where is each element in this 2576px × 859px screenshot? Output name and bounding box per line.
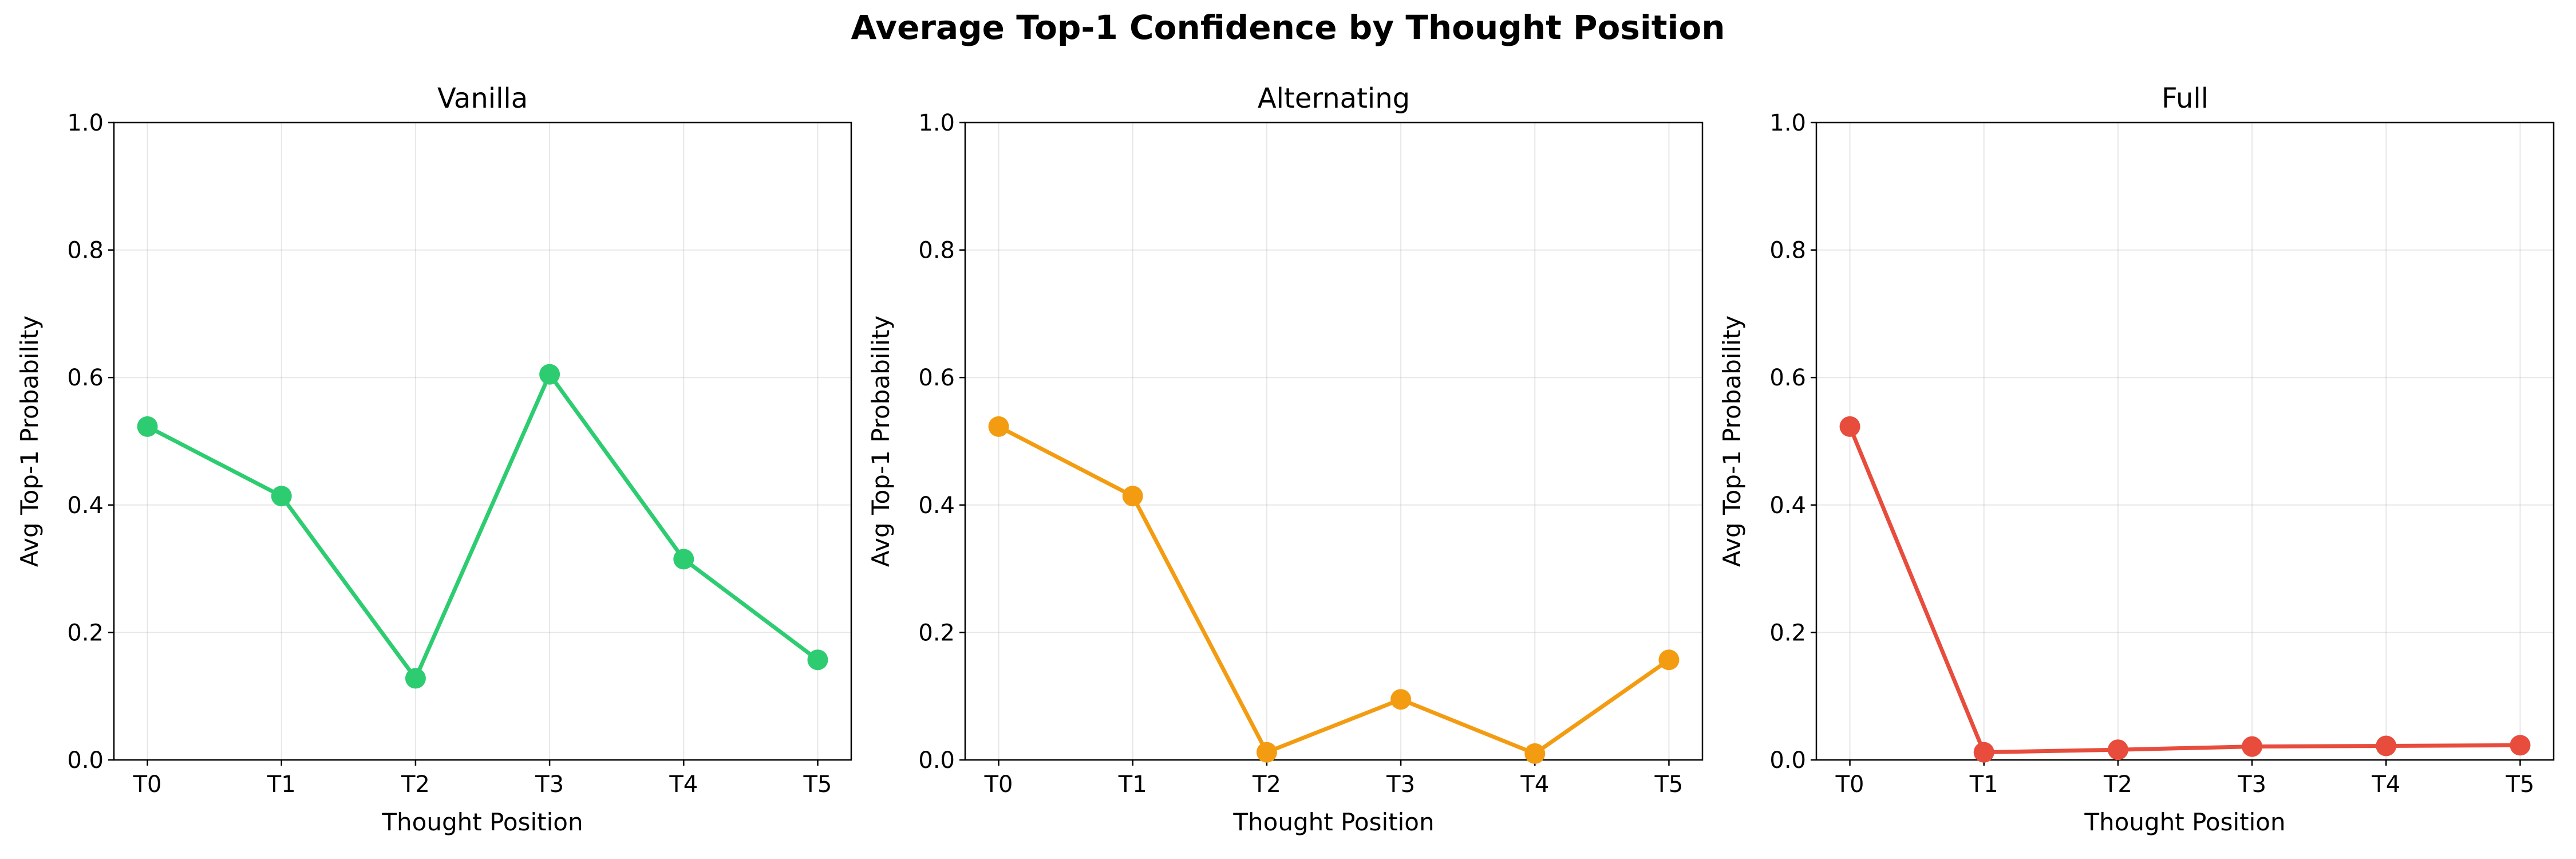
y-axis-label: Avg Top-1 Probability xyxy=(867,316,895,567)
subplot-1: 0.0 0.2 0.4 0.6 0.8 1.0 T0 T1 T2 T3 T4 T5 Alternatin… xyxy=(867,82,1704,836)
x-tick-label: T1 xyxy=(267,771,296,798)
y-tick-label: 1.0 xyxy=(1769,110,1806,136)
subplot-title: Alternating xyxy=(1258,82,1410,115)
y-axis-label: Avg Top-1 Probability xyxy=(15,316,44,567)
x-tick-label: T3 xyxy=(535,771,564,798)
y-tick-label: 0.2 xyxy=(1769,620,1806,646)
data-point xyxy=(807,649,828,671)
x-tick-label: T3 xyxy=(2237,771,2266,798)
x-tick-label: T5 xyxy=(2506,771,2535,798)
x-tick-label: T2 xyxy=(1252,771,1281,798)
x-tick-label: T0 xyxy=(1835,771,1864,798)
x-tick-label: T4 xyxy=(669,771,698,798)
data-point xyxy=(2107,739,2128,761)
y-tick-label: 0.2 xyxy=(918,620,955,646)
x-tick-label: T1 xyxy=(1118,771,1147,798)
data-point xyxy=(673,549,694,570)
y-tick-label: 0.8 xyxy=(67,238,104,264)
y-tick-label: 0.0 xyxy=(67,747,104,774)
data-point xyxy=(1122,486,1143,507)
plot-frame xyxy=(113,121,852,761)
y-tick-label: 0.8 xyxy=(918,238,955,264)
y-tick-label: 1.0 xyxy=(67,110,104,136)
y-tick-label: 0.4 xyxy=(918,492,955,519)
data-point xyxy=(539,364,560,385)
data-point xyxy=(137,416,158,437)
subplot-2: 0.0 0.2 0.4 0.6 0.8 1.0 T0 T1 T2 T3 T4 T5 Full Though… xyxy=(1718,82,2555,836)
data-point xyxy=(2242,736,2263,757)
y-tick-label: 0.4 xyxy=(67,492,104,519)
y-tick-label: 0.2 xyxy=(67,620,104,646)
data-point xyxy=(988,416,1009,437)
x-axis-label: Thought Position xyxy=(1232,808,1434,836)
y-tick-label: 0.8 xyxy=(1769,238,1806,264)
data-point xyxy=(1658,649,1680,671)
x-axis-label: Thought Position xyxy=(381,808,583,836)
series-line xyxy=(1848,424,2522,755)
y-tick-label: 0.0 xyxy=(1769,747,1806,774)
subplot-title: Full xyxy=(2162,82,2208,115)
x-tick-label: T5 xyxy=(1654,771,1684,798)
data-point xyxy=(1524,743,1546,764)
data-point xyxy=(1390,689,1412,710)
y-tick-label: 0.6 xyxy=(67,365,104,391)
data-point xyxy=(271,486,292,507)
x-tick-label: T3 xyxy=(1386,771,1415,798)
y-tick-label: 1.0 xyxy=(918,110,955,136)
data-point xyxy=(1973,742,1994,763)
x-tick-label: T0 xyxy=(984,771,1013,798)
x-tick-label: T2 xyxy=(2103,771,2132,798)
x-tick-label: T4 xyxy=(1520,771,1549,798)
y-tick-label: 0.6 xyxy=(1769,365,1806,391)
data-point xyxy=(2376,735,2397,756)
plot-frame xyxy=(964,121,1704,761)
subplot-title: Vanilla xyxy=(437,82,528,115)
data-point xyxy=(1839,416,1860,437)
x-tick-label: T5 xyxy=(803,771,832,798)
y-tick-label: 0.0 xyxy=(918,747,955,774)
subplot-0: 0.0 0.2 0.4 0.6 0.8 1.0 T0 T1 T2 T3 T4 T5 Vanilla Tho… xyxy=(15,82,852,836)
y-tick-label: 0.6 xyxy=(918,365,955,391)
y-tick-label: 0.4 xyxy=(1769,492,1806,519)
x-tick-label: T0 xyxy=(133,771,162,798)
data-point xyxy=(405,668,426,689)
x-tick-label: T1 xyxy=(1969,771,1998,798)
figure-title: Average Top-1 Confidence by Thought Posi… xyxy=(851,8,1725,47)
x-axis-label: Thought Position xyxy=(2084,808,2285,836)
x-tick-label: T4 xyxy=(2371,771,2400,798)
x-tick-label: T2 xyxy=(401,771,430,798)
data-point xyxy=(1256,742,1277,763)
series-line xyxy=(997,424,1671,756)
series-line xyxy=(145,372,820,680)
y-axis-label: Avg Top-1 Probability xyxy=(1718,316,1746,567)
data-point xyxy=(2510,735,2531,756)
plot-frame xyxy=(1815,121,2555,761)
